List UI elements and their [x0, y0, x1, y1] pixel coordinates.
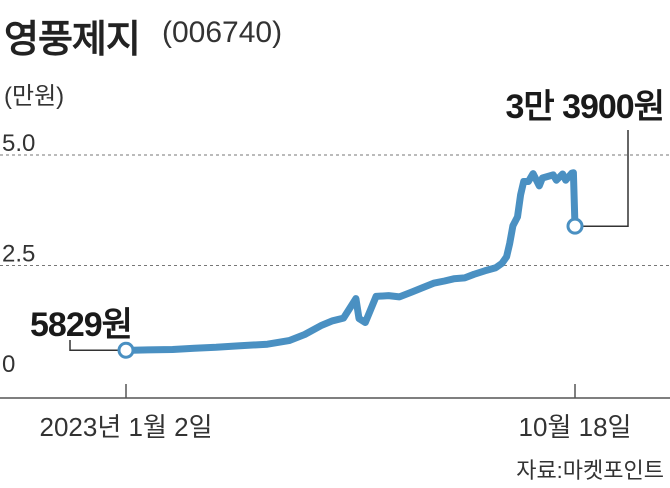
x-tick-label-start: 2023년 1월 2일 — [40, 412, 213, 442]
y-tick-label: 2.5 — [2, 241, 35, 268]
end-point-marker — [566, 217, 584, 235]
start-price-callout: 5829원 — [30, 306, 132, 344]
source-credit: 자료:마켓포인트 — [516, 458, 664, 483]
y-tick-label: 5.0 — [2, 130, 35, 157]
y-axis-unit-label: (만원) — [4, 83, 65, 110]
x-tick-label-end: 10월 18일 — [519, 412, 632, 442]
end-price-callout: 3만 3900원 — [505, 88, 664, 126]
price-line — [122, 169, 579, 354]
callout-leader-end — [583, 130, 629, 227]
callout-leader-start — [69, 340, 118, 351]
y-tick-label: 0 — [2, 351, 15, 378]
start-point-marker — [117, 341, 135, 359]
chart-subtitle: (006740) — [162, 16, 283, 49]
chart-title: 영풍제지 — [4, 19, 141, 61]
